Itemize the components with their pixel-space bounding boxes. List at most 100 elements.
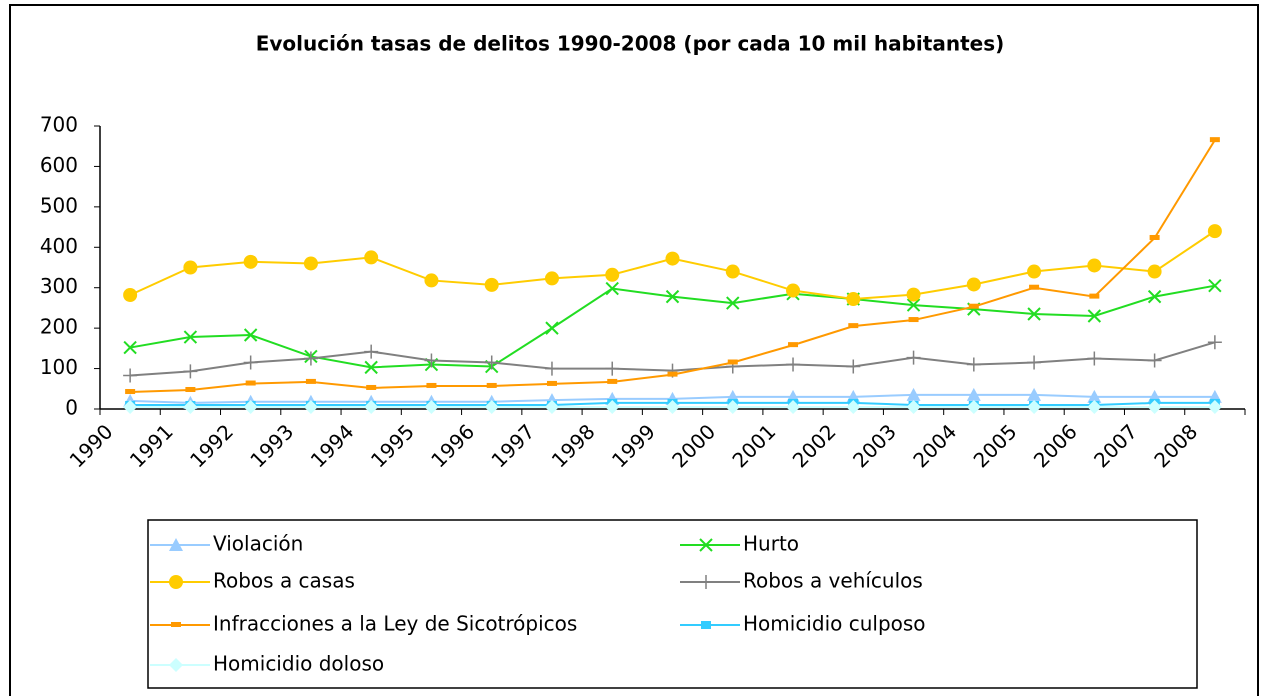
marker	[183, 364, 198, 379]
x-tick-label: 2001	[727, 419, 780, 472]
marker	[424, 399, 439, 414]
y-tick-label: 700	[40, 113, 78, 137]
y-tick-label: 400	[40, 234, 78, 258]
legend-label: Robos a vehículos	[743, 569, 923, 593]
marker	[125, 389, 136, 395]
marker	[303, 256, 318, 271]
marker	[123, 368, 138, 383]
marker	[1207, 224, 1222, 239]
marker	[245, 380, 256, 386]
legend-label: Hurto	[743, 532, 799, 556]
marker	[303, 351, 318, 366]
x-tick-label: 2005	[969, 419, 1022, 472]
marker	[183, 260, 198, 275]
marker	[605, 361, 620, 376]
marker	[123, 399, 138, 414]
legend-marker	[171, 622, 181, 627]
marker	[544, 271, 559, 286]
marker	[727, 359, 738, 365]
marker	[786, 357, 801, 372]
x-tick-label: 1994	[306, 419, 359, 472]
x-tick-label: 1990	[65, 419, 118, 472]
marker	[366, 384, 377, 390]
marker	[1027, 355, 1042, 370]
marker	[545, 321, 559, 335]
marker	[544, 361, 559, 376]
marker	[303, 399, 318, 414]
marker	[1029, 284, 1040, 290]
x-tick-label: 2007	[1089, 419, 1142, 472]
marker	[906, 287, 921, 302]
marker	[1147, 264, 1162, 279]
marker	[788, 342, 799, 348]
marker	[544, 399, 559, 414]
marker	[786, 399, 801, 414]
marker	[1087, 389, 1102, 403]
marker	[1207, 335, 1222, 350]
marker	[484, 277, 499, 292]
x-tick-label: 1996	[426, 419, 479, 472]
marker	[185, 386, 196, 392]
marker	[1087, 399, 1102, 414]
marker	[605, 281, 619, 296]
marker	[1087, 309, 1102, 323]
marker	[424, 273, 439, 288]
marker	[848, 323, 859, 329]
marker	[1147, 353, 1162, 368]
marker	[484, 399, 499, 414]
x-tick-label: 2008	[1149, 419, 1202, 472]
marker	[1208, 278, 1222, 293]
marker	[966, 387, 981, 401]
legend-label: Homicidio doloso	[213, 652, 384, 676]
x-tick-label: 1999	[607, 419, 660, 472]
y-tick-label: 0	[65, 396, 78, 420]
marker	[243, 355, 258, 370]
series-line	[130, 139, 1216, 394]
legend-marker	[699, 575, 713, 589]
x-tick-label: 1998	[547, 419, 600, 472]
marker	[1089, 293, 1100, 299]
x-tick-label: 2004	[908, 419, 961, 472]
chart-title: Evolución tasas de delitos 1990-2008 (po…	[256, 32, 1005, 56]
marker	[786, 283, 801, 298]
legend-marker	[699, 538, 713, 552]
marker	[906, 350, 921, 365]
legend-marker	[169, 538, 183, 551]
legend	[147, 519, 1198, 689]
marker	[1027, 264, 1042, 279]
legend-marker	[169, 658, 183, 672]
marker	[908, 317, 919, 323]
y-tick-label: 300	[40, 274, 78, 298]
marker	[243, 254, 258, 269]
marker	[966, 357, 981, 372]
y-tick-label: 100	[40, 355, 78, 379]
marker	[486, 382, 497, 388]
marker	[546, 380, 557, 386]
marker	[667, 371, 678, 377]
marker	[906, 298, 921, 312]
marker	[243, 328, 258, 342]
x-tick-label: 1991	[125, 419, 178, 472]
x-tick-label: 1997	[486, 419, 539, 472]
legend-label: Infracciones a la Ley de Sicotrópicos	[213, 612, 577, 636]
marker	[484, 355, 499, 370]
marker	[966, 277, 981, 292]
marker	[846, 292, 861, 307]
x-tick-label: 1995	[366, 419, 419, 472]
marker	[243, 399, 258, 414]
legend-marker	[169, 575, 183, 589]
x-tick-label: 1992	[185, 419, 238, 472]
y-tick-label: 200	[40, 315, 78, 339]
marker	[1027, 399, 1042, 414]
marker	[605, 399, 620, 414]
marker	[305, 378, 316, 384]
marker	[1027, 307, 1041, 321]
marker	[665, 289, 680, 304]
marker	[1149, 234, 1160, 240]
marker	[1147, 289, 1162, 304]
y-tick-label: 600	[40, 153, 78, 177]
marker	[183, 399, 198, 414]
x-tick-label: 2002	[788, 419, 841, 472]
marker	[906, 399, 921, 414]
